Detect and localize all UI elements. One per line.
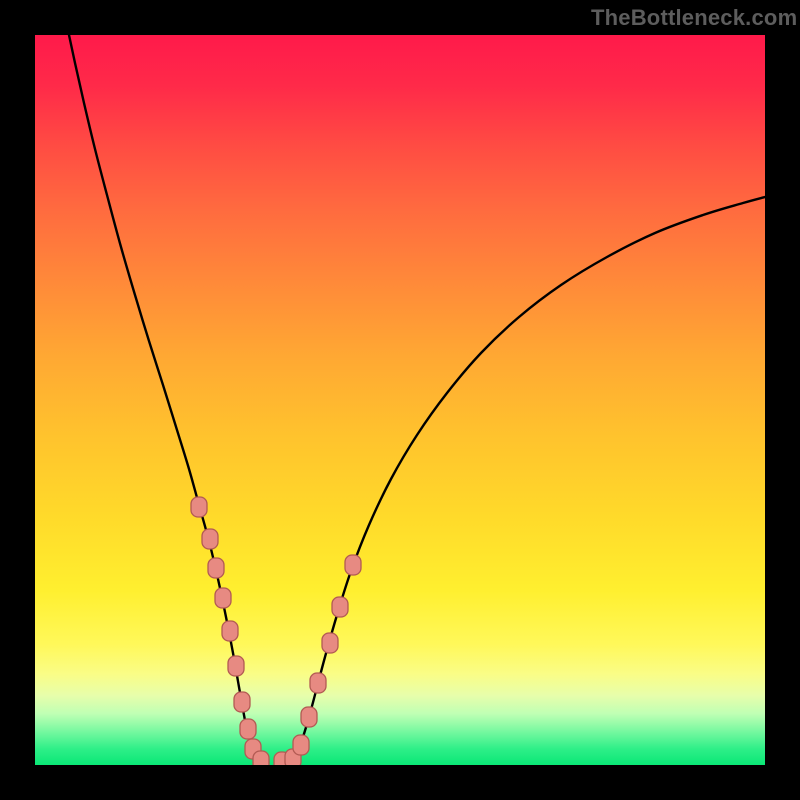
- marker-left: [234, 692, 250, 712]
- marker-right: [293, 735, 309, 755]
- marker-right: [332, 597, 348, 617]
- marker-right: [310, 673, 326, 693]
- plot-area: [35, 35, 765, 765]
- marker-left: [208, 558, 224, 578]
- marker-right: [345, 555, 361, 575]
- marker-left: [240, 719, 256, 739]
- marker-left: [202, 529, 218, 549]
- marker-right: [301, 707, 317, 727]
- bottleneck-curve: [35, 35, 765, 765]
- marker-right: [322, 633, 338, 653]
- marker-left: [215, 588, 231, 608]
- marker-left: [222, 621, 238, 641]
- watermark: TheBottleneck.com: [591, 5, 797, 31]
- curve-right: [288, 197, 765, 765]
- marker-left: [191, 497, 207, 517]
- marker-left: [253, 751, 269, 765]
- marker-left: [228, 656, 244, 676]
